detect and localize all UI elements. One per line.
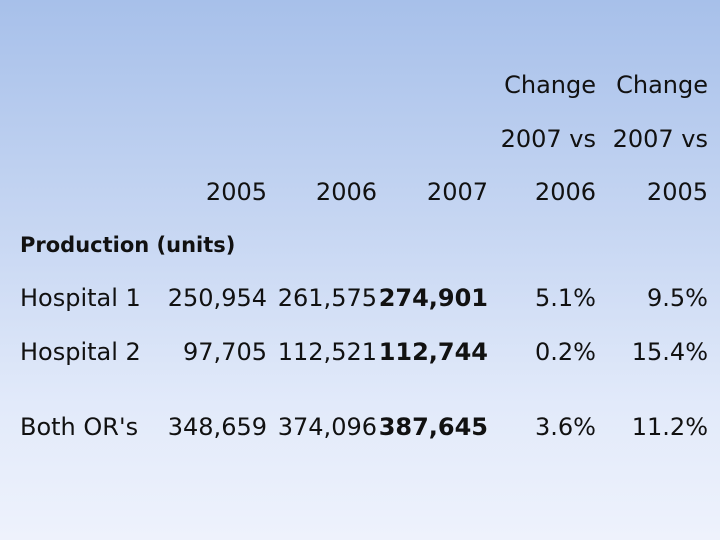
cell-hospital-1-2005: 250,954	[167, 284, 267, 312]
row-label-both-ors: Both OR's	[20, 413, 139, 441]
header-vs-2: 2007 vs	[612, 125, 708, 153]
header-change-2: Change	[616, 71, 708, 99]
cell-both-ors-2006: 374,096	[277, 413, 377, 441]
cell-both-ors-change-2006: 3.6%	[535, 413, 596, 441]
cell-hospital-2-change-2005: 15.4%	[631, 338, 708, 366]
row-label-hospital-1: Hospital 1	[20, 284, 141, 312]
row-label-hospital-2: Hospital 2	[20, 338, 141, 366]
cell-hospital-1-change-2005: 9.5%	[647, 284, 708, 312]
cell-hospital-2-change-2006: 0.2%	[535, 338, 596, 366]
cell-both-ors-2005: 348,659	[167, 413, 267, 441]
header-year-2006: 2006	[315, 178, 377, 206]
cell-hospital-1-2007: 274,901	[378, 284, 488, 312]
cell-hospital-1-change-2006: 5.1%	[535, 284, 596, 312]
cell-hospital-2-2006: 112,521	[277, 338, 377, 366]
cell-hospital-2-2007: 112,744	[378, 338, 488, 366]
header-year-2005-change: 2005	[646, 178, 708, 206]
header-change-1: Change	[504, 71, 596, 99]
cell-hospital-1-2006: 261,575	[277, 284, 377, 312]
header-year-2007: 2007	[426, 178, 488, 206]
header-vs-1: 2007 vs	[500, 125, 596, 153]
section-label: Production (units)	[20, 233, 236, 257]
cell-both-ors-2007: 387,645	[378, 413, 488, 441]
header-year-2005: 2005	[205, 178, 267, 206]
cell-both-ors-change-2005: 11.2%	[631, 413, 708, 441]
header-year-2006-change: 2006	[534, 178, 596, 206]
cell-hospital-2-2005: 97,705	[183, 338, 267, 366]
